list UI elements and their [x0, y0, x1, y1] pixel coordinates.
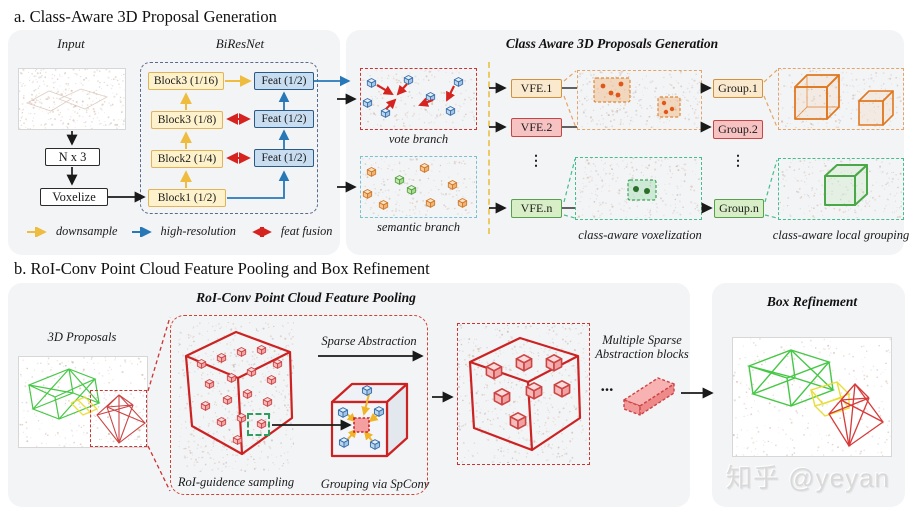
- abstraction-result-scene: [458, 324, 588, 463]
- refinement-image: [732, 337, 892, 457]
- orange-cube-large: [794, 74, 840, 120]
- proposals-scene: [18, 356, 147, 448]
- group2-box: Group.2: [713, 120, 763, 139]
- grouping-green-scene: [779, 159, 902, 218]
- spconv-label: Grouping via SpConv: [320, 477, 430, 491]
- legend: downsample high-resolution feat fusion: [26, 224, 332, 239]
- green-proposal-wireframe: [27, 368, 101, 420]
- refined-green-box: [746, 349, 836, 407]
- semantic-branch-label: semantic branch: [377, 220, 460, 234]
- legend-label-high-resolution: high-resolution: [160, 224, 236, 238]
- group1-box: Group.1: [713, 79, 763, 98]
- block3-116-box: Block3 (1/16): [148, 72, 224, 90]
- legend-item-high-resolution: high-resolution: [131, 224, 236, 239]
- groupn-box: Group.n: [714, 199, 764, 218]
- watermark: 知乎 @yeyan: [726, 463, 890, 493]
- section-a-title: a. Class-Aware 3D Proposal Generation: [14, 7, 277, 26]
- proposals-label: 3D Proposals: [47, 330, 117, 344]
- proposal-roi-dashed-box: [90, 390, 147, 447]
- abstraction-result-box: [457, 323, 590, 465]
- biresnet-container: [140, 62, 318, 214]
- feat-box-2: Feat (1/2): [254, 110, 314, 128]
- result-voxels: [486, 354, 570, 429]
- vote-branch-scene: [361, 69, 475, 128]
- grouping-green-box: [778, 158, 904, 220]
- high-resolution-arrow-icon: [131, 226, 152, 237]
- block3-18-box: Block3 (1/8): [151, 111, 223, 129]
- vote-offset-arrows: [376, 83, 455, 110]
- legend-label-feat-fusion: feat fusion: [280, 224, 333, 238]
- spconv-center-voxel: [353, 417, 370, 433]
- block2-14-box: Block2 (1/4): [151, 150, 223, 168]
- branch-separator: [488, 62, 490, 234]
- vote-branch-label: vote branch: [388, 132, 449, 146]
- legend-item-feat-fusion: feat fusion: [249, 224, 333, 239]
- feat-box-1: Feat (1/2): [254, 72, 314, 90]
- roi-container: [170, 315, 428, 495]
- sparse-block-icon: [623, 377, 675, 416]
- voxelization-green-scene: [576, 158, 700, 218]
- refinement-title: Box Refinement: [766, 294, 858, 309]
- vote-branch-box: [360, 68, 477, 130]
- sampling-label: RoI-guidence sampling: [177, 475, 295, 489]
- voxelization-green-box: [575, 157, 702, 220]
- green-cube: [824, 164, 868, 206]
- legend-label-downsample: downsample: [56, 224, 118, 238]
- refinement-scene: [732, 337, 892, 457]
- sampling-target-box: [247, 413, 270, 436]
- abstraction-ellipsis: ...: [600, 376, 614, 395]
- legend-item-downsample: downsample: [26, 224, 118, 239]
- vfe2-box: VFE.2: [511, 118, 562, 137]
- nx3-box: N x 3: [45, 148, 100, 166]
- grouping-orange-box: [778, 68, 904, 130]
- sparse-abstraction-label: Sparse Abstraction: [321, 334, 417, 348]
- red-proposal-wireframe: [96, 394, 146, 444]
- result-cube: [468, 336, 582, 452]
- group-ellipsis: ⋮: [731, 154, 745, 169]
- voxelization-orange-scene: [578, 71, 700, 128]
- input-pointcloud-scene: [18, 68, 126, 130]
- input-pointcloud-image: [18, 68, 126, 130]
- semantic-branch-scene: [361, 157, 475, 216]
- local-grouping-label: class-aware local grouping: [772, 228, 910, 242]
- sampling-scene: [178, 322, 294, 472]
- downsample-arrow-icon: [27, 226, 47, 237]
- yellow-scribble: [70, 396, 99, 416]
- voxelize-box: Voxelize: [40, 188, 108, 206]
- section-b-title: b. RoI-Conv Point Cloud Feature Pooling …: [14, 259, 430, 278]
- vfe1-box: VFE.1: [511, 79, 562, 98]
- feat-box-3: Feat (1/2): [254, 149, 314, 167]
- pooling-title: RoI-Conv Point Cloud Feature Pooling: [196, 290, 416, 305]
- voxelization-label: class-aware voxelization: [578, 228, 702, 242]
- input-label: Input: [57, 36, 85, 51]
- proposals-image: [18, 356, 148, 448]
- semantic-branch-box: [360, 156, 477, 218]
- voxelization-orange-box: [577, 70, 702, 130]
- grouping-orange-scene: [779, 69, 902, 128]
- vfe-ellipsis: ⋮: [529, 154, 543, 169]
- multi-abstraction-label-2: Abstraction blocks: [595, 347, 689, 361]
- orange-cube-small: [858, 90, 894, 126]
- vfen-box: VFE.n: [511, 199, 562, 218]
- feat-fusion-arrow-icon: [252, 226, 272, 237]
- class-aware-title: Class Aware 3D Proposals Generation: [505, 36, 719, 51]
- biresnet-label: BiResNet: [215, 36, 265, 51]
- refined-red-box: [828, 382, 884, 447]
- spconv-scene: [330, 382, 409, 458]
- block1-12-box: Block1 (1/2): [148, 189, 226, 207]
- multi-abstraction-label-1: Multiple Sparse: [602, 333, 682, 347]
